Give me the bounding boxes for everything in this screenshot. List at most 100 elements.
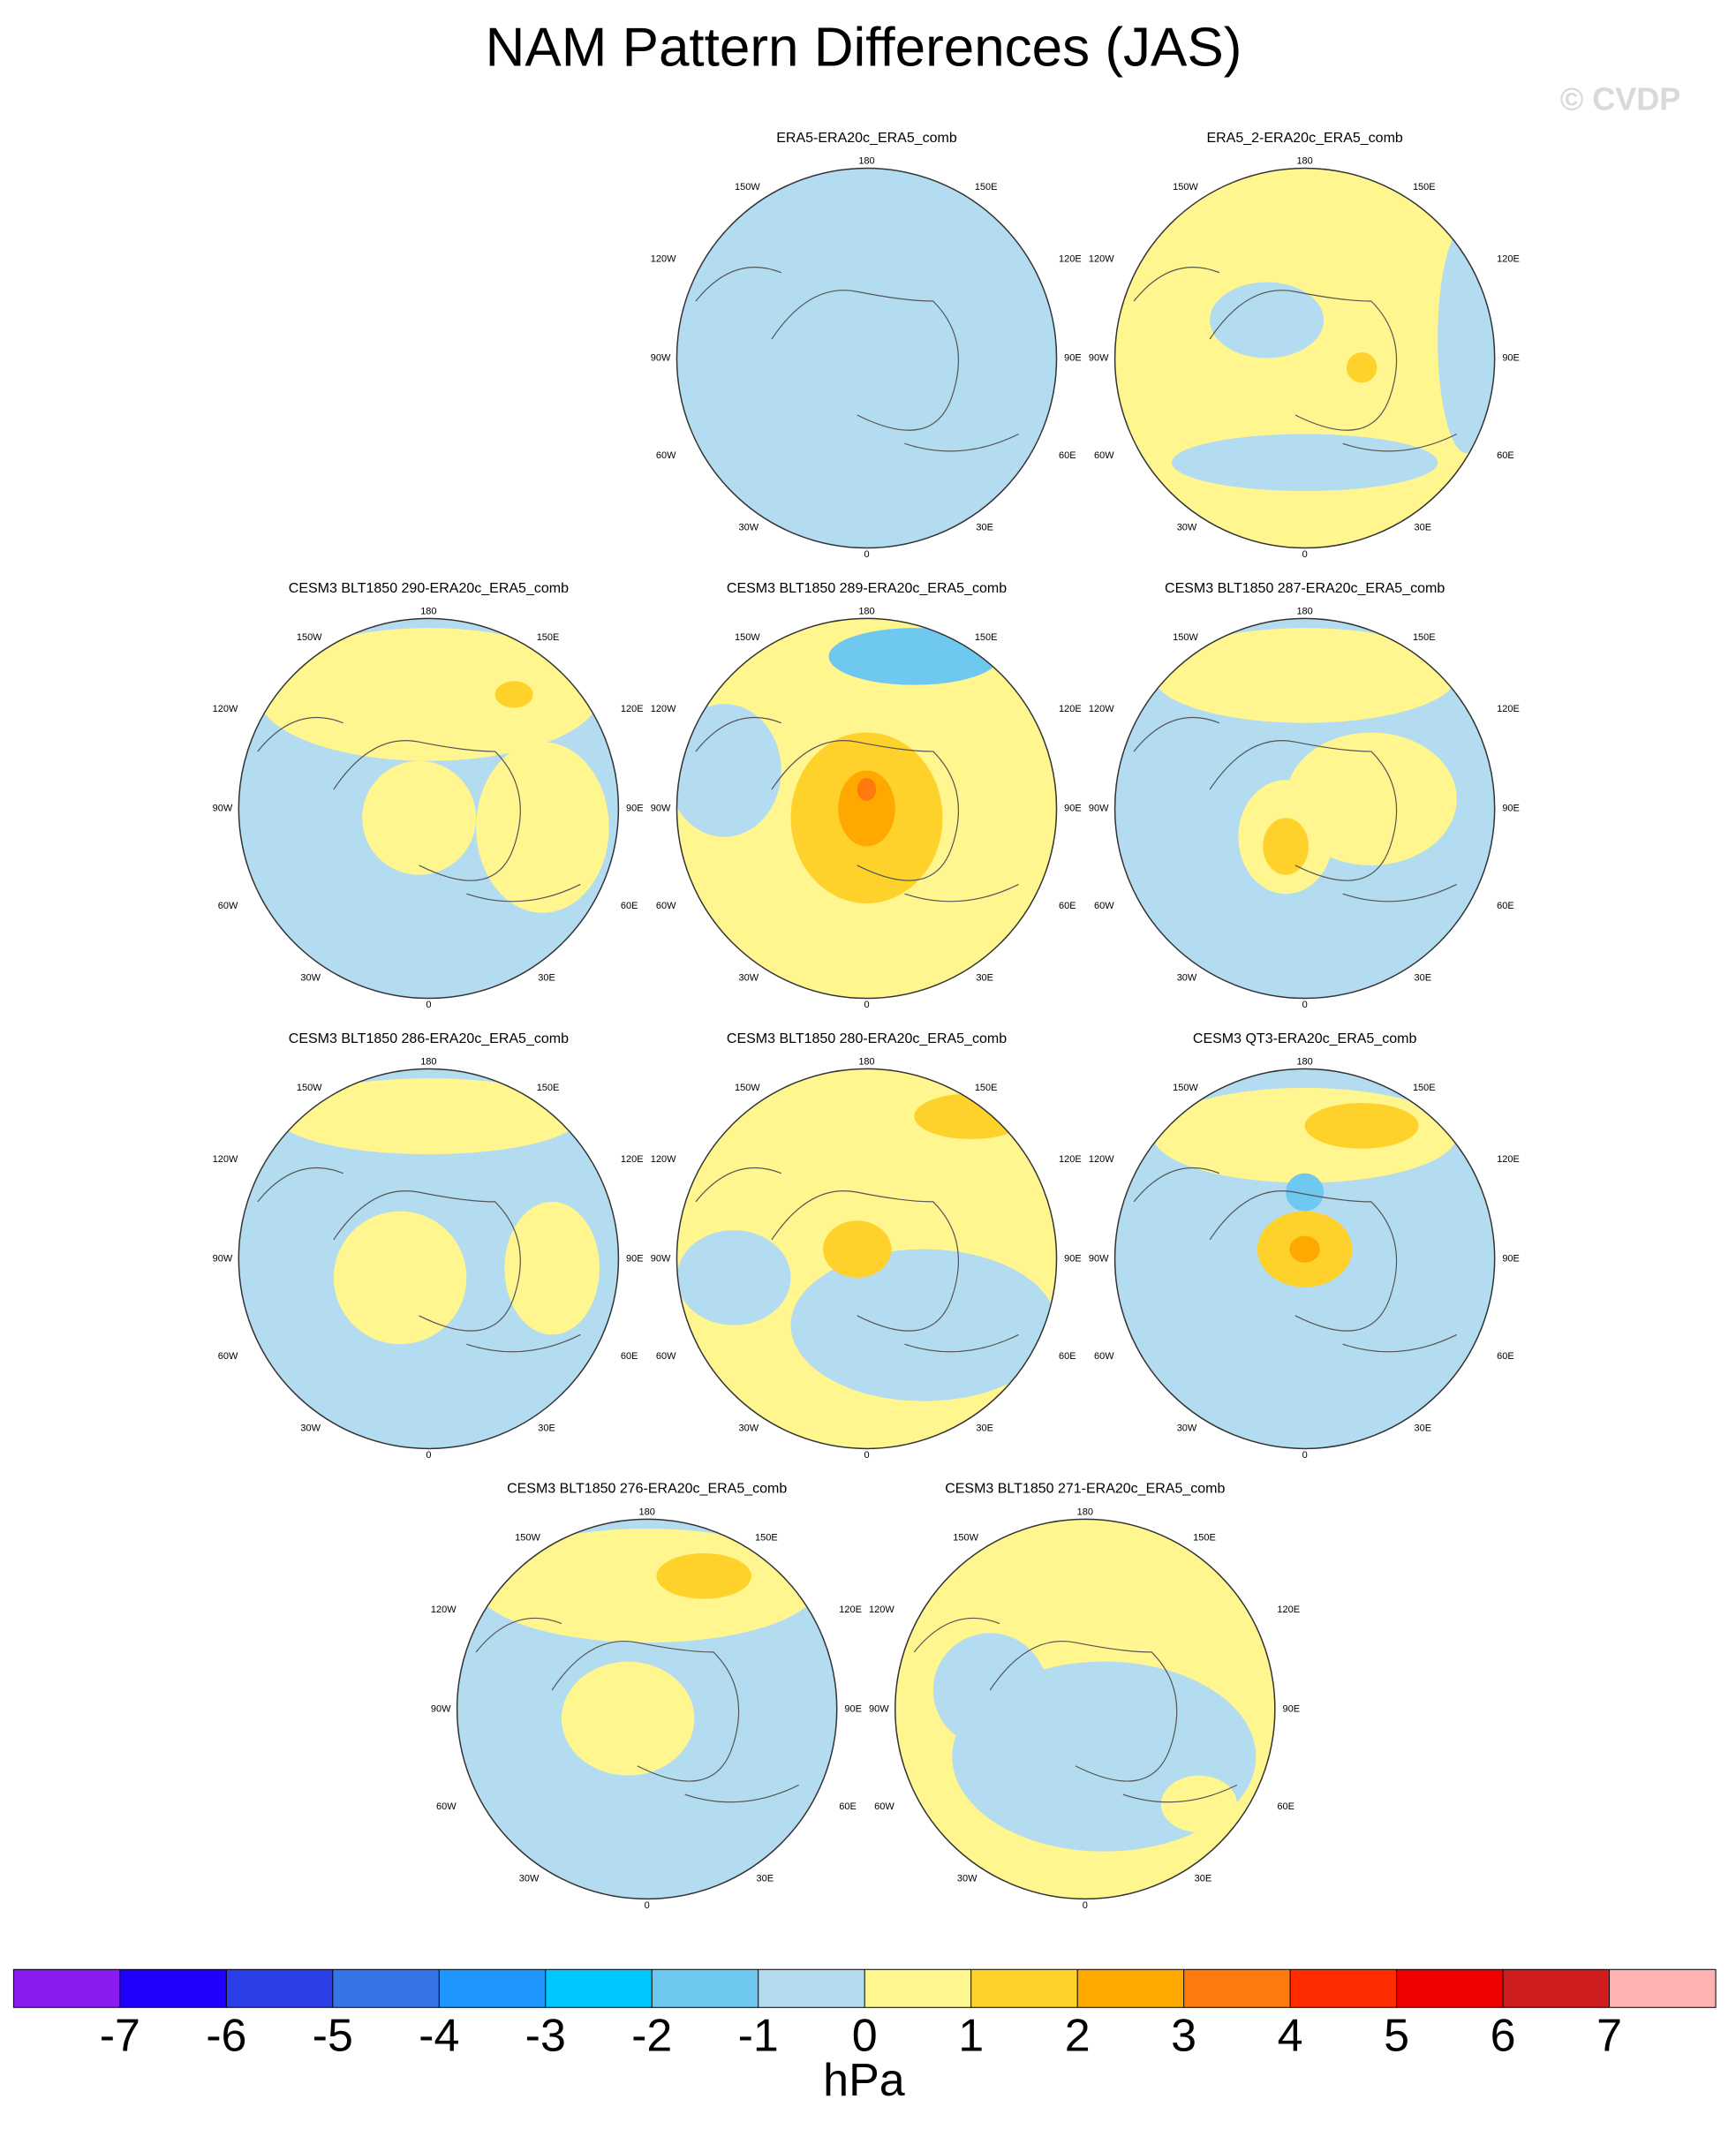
panel-title: CESM3 BLT1850 290-ERA20c_ERA5_comb	[289, 581, 569, 596]
longitude-label: 60E	[621, 901, 638, 911]
longitude-label: 120W	[431, 1605, 457, 1615]
map-field	[238, 618, 619, 999]
longitude-label: 60W	[1094, 1351, 1114, 1362]
map-field	[676, 1068, 1057, 1449]
longitude-label: 90W	[1089, 803, 1109, 813]
field-contour	[1289, 1235, 1320, 1263]
field-contour	[276, 1078, 581, 1155]
colorbar-label: 0	[852, 2010, 878, 2061]
longitude-label: 180	[1296, 156, 1312, 167]
longitude-label: 60E	[1497, 450, 1514, 461]
colorbar-swatch	[226, 1969, 334, 2008]
map-border	[676, 167, 1058, 549]
longitude-label: 90W	[431, 1703, 451, 1714]
colorbar-label: -2	[631, 2010, 672, 2061]
longitude-label: 150E	[537, 632, 560, 643]
map-border	[1113, 617, 1496, 1000]
coastline	[257, 1167, 581, 1353]
longitude-label: 0	[1083, 1900, 1088, 1911]
longitude-label: 30W	[519, 1873, 540, 1884]
map-field	[894, 1519, 1275, 1899]
field-contour	[362, 760, 477, 875]
panel-title: CESM3 QT3-ERA20c_ERA5_comb	[1193, 1031, 1417, 1046]
map-field	[1114, 168, 1495, 548]
longitude-label: 30W	[300, 1423, 321, 1433]
longitude-label: 150W	[1173, 1083, 1198, 1093]
longitude-label: 180	[858, 1057, 874, 1068]
longitude-label: 30W	[739, 972, 759, 983]
map-panel: CESM3 BLT1850 280-ERA20c_ERA5_comb 180 150…	[651, 1031, 1082, 1461]
longitude-label: 0	[864, 549, 869, 560]
map-panel: CESM3 BLT1850 290-ERA20c_ERA5_comb 180 150…	[213, 581, 644, 1010]
field-contour	[561, 1661, 695, 1776]
coastline	[1133, 267, 1457, 452]
field-contour	[257, 628, 600, 761]
longitude-label: 120W	[869, 1605, 894, 1615]
colorbar-swatch	[439, 1969, 547, 2008]
map-panel: ERA5_2-ERA20c_ERA5_comb 180 150E 120E 90E 60E…	[1089, 131, 1520, 560]
colorbar: -7 -6 -5 -4 -3 -2 -1 0 1 2 3 4 5 6 7 hPa	[12, 1968, 1717, 2106]
longitude-label: 0	[1302, 1450, 1308, 1461]
longitude-label: 150W	[735, 632, 760, 643]
longitude-label: 60W	[656, 1351, 676, 1362]
longitude-label: 150E	[975, 182, 998, 193]
colorbar-swatch	[864, 1969, 972, 2008]
longitude-label: 60W	[1094, 901, 1114, 911]
longitude-label: 120W	[651, 704, 676, 714]
longitude-label: 180	[420, 1057, 436, 1068]
field-contour	[494, 681, 533, 708]
longitude-label: 30W	[957, 1873, 977, 1884]
longitude-label: 120W	[1089, 253, 1114, 264]
longitude-label: 60E	[1059, 1351, 1076, 1362]
field-contour	[676, 310, 791, 368]
coastline	[695, 716, 1019, 902]
colorbar-swatch	[1290, 1969, 1398, 2008]
field-contour	[656, 1553, 751, 1599]
longitude-label: 150E	[1413, 182, 1436, 193]
longitude-label: 120E	[839, 1605, 862, 1615]
field-contour	[1152, 628, 1457, 723]
map-border	[676, 1068, 1058, 1450]
longitude-label: 90W	[869, 1703, 889, 1714]
longitude-label: 90W	[1089, 1253, 1109, 1264]
watermark: © CVDP	[1560, 81, 1681, 117]
longitude-label: 120E	[1497, 253, 1520, 264]
field-contour	[676, 1230, 791, 1325]
longitude-label: 180	[1296, 607, 1312, 617]
longitude-label: 150E	[1413, 632, 1436, 643]
panel-title: CESM3 BLT1850 287-ERA20c_ERA5_comb	[1165, 581, 1445, 596]
coastline	[551, 1641, 740, 1782]
longitude-label: 120W	[213, 1154, 238, 1165]
longitude-label: 0	[864, 1000, 869, 1010]
map-panel: CESM3 BLT1850 289-ERA20c_ERA5_comb 180 150…	[651, 581, 1082, 1010]
longitude-label: 90E	[1064, 352, 1082, 363]
longitude-label: 30W	[1177, 1423, 1197, 1433]
panel-title: CESM3 BLT1850 271-ERA20c_ERA5_comb	[945, 1482, 1225, 1497]
longitude-label: 60W	[218, 1351, 238, 1362]
longitude-label: 30E	[976, 522, 993, 532]
longitude-label: 0	[1302, 549, 1308, 560]
colorbar-label: 1	[958, 2010, 984, 2061]
colorbar-label: -4	[419, 2010, 459, 2061]
longitude-label: 180	[1296, 1057, 1312, 1068]
panel-title: CESM3 BLT1850 289-ERA20c_ERA5_comb	[727, 581, 1007, 596]
colorbar-swatch	[1396, 1969, 1504, 2008]
coastline	[475, 1617, 799, 1803]
longitude-label: 120E	[621, 1154, 644, 1165]
colorbar-label: -3	[525, 2010, 566, 2061]
longitude-label: 60E	[839, 1801, 857, 1812]
panel-title: ERA5_2-ERA20c_ERA5_comb	[1206, 131, 1402, 146]
coastline	[1209, 290, 1398, 431]
field-contour	[790, 1249, 1057, 1401]
longitude-label: 60E	[1497, 901, 1514, 911]
longitude-label: 90W	[1089, 352, 1109, 363]
longitude-label: 30E	[1195, 1873, 1212, 1884]
longitude-label: 180	[858, 607, 874, 617]
map-field	[1114, 618, 1495, 999]
longitude-label: 30E	[1414, 972, 1431, 983]
longitude-label: 0	[864, 1450, 869, 1461]
longitude-label: 120E	[1059, 704, 1082, 714]
field-contour	[838, 770, 895, 847]
map-border	[894, 1518, 1276, 1900]
